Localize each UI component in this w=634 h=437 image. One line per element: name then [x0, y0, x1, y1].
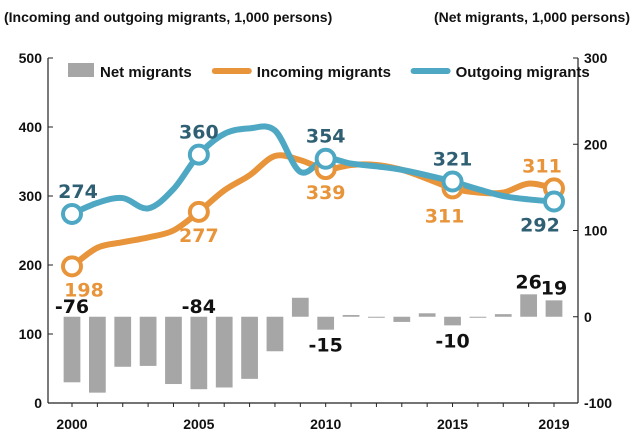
data-label: 311 [425, 205, 465, 227]
net-migrant-bar [291, 297, 309, 317]
right-tick-label: 200 [584, 136, 608, 152]
net-migrant-bar [317, 316, 335, 330]
right-tick-label: 100 [584, 223, 608, 239]
net-migrant-bar [63, 316, 81, 383]
x-tick-label: 2019 [538, 416, 569, 432]
outgoing-migrants-legend-label: Outgoing migrants [456, 64, 590, 81]
data-label: 198 [64, 279, 104, 301]
incoming-migrants-legend-label: Incoming migrants [257, 64, 391, 81]
x-tick-label: 2000 [56, 416, 87, 432]
left-tick-label: 400 [19, 119, 43, 135]
data-label: -10 [435, 330, 469, 352]
data-label: 19 [541, 277, 567, 299]
net-migrant-bar [469, 316, 487, 318]
data-label: -15 [309, 335, 343, 357]
incoming-migrants-marker [187, 200, 210, 223]
data-label: 311 [522, 155, 562, 177]
outgoing-migrants-marker [61, 202, 83, 225]
net-migrant-bar [241, 316, 258, 379]
right-tick-label: -100 [584, 395, 612, 411]
left-axis-title: (Incoming and outgoing migrants, 1,000 p… [4, 9, 332, 25]
outgoing-migrants-marker [314, 147, 337, 170]
data-label: 354 [306, 126, 346, 148]
outgoing-migrants-marker [187, 143, 210, 166]
outgoing-migrants-marker [441, 170, 464, 193]
migrant-lines [69, 123, 557, 270]
axes: 0 100 200 300 400 500 -100 0 100 200 300 2000 2005 20… [19, 50, 613, 432]
net-migrant-bar [393, 316, 411, 322]
x-tick-label: 2005 [183, 416, 214, 432]
data-label: 26 [515, 271, 541, 293]
data-label: 360 [179, 122, 219, 144]
net-migrant-bar [494, 314, 512, 317]
net-migrants-legend-swatch [68, 63, 94, 77]
net-migrant-bar [266, 316, 284, 352]
net-migrant-bar [545, 300, 563, 317]
net-migrant-bar [520, 294, 538, 317]
net-migrants-legend-label: Net migrants [100, 64, 192, 81]
data-label: 277 [179, 225, 219, 247]
data-label: 339 [306, 182, 346, 204]
left-tick-label: 300 [19, 188, 43, 204]
left-tick-label: 200 [19, 257, 43, 273]
net-migrant-bar [444, 316, 461, 326]
data-label: -76 [55, 296, 89, 318]
right-axis-title: (Net migrants, 1,000 persons) [434, 9, 630, 25]
net-migrant-bar [114, 316, 132, 367]
right-tick-label: 0 [584, 309, 592, 325]
net-migrant-bar [368, 316, 385, 318]
outgoing-migrants-marker [543, 190, 565, 213]
net-migrant-bar [88, 316, 106, 393]
data-label: 292 [520, 215, 560, 237]
data-label: 274 [58, 181, 98, 203]
data-label: -84 [182, 296, 216, 318]
net-migrant-bars [63, 294, 563, 393]
data-label: 321 [433, 149, 473, 171]
net-migrant-bar [215, 316, 233, 388]
net-migrant-bar [139, 316, 157, 366]
right-tick-label: 300 [584, 50, 608, 66]
left-tick-label: 0 [34, 395, 42, 411]
net-migrant-bar [418, 313, 436, 317]
net-migrant-bar [190, 316, 208, 390]
left-tick-label: 500 [19, 50, 43, 66]
outgoing-migrants-line [69, 123, 557, 217]
legend: Net migrants Incoming migrants Outgoing mi… [68, 63, 590, 81]
net-migrant-bar [165, 316, 182, 385]
incoming-migrants-marker [61, 255, 83, 278]
net-migrant-bar [342, 315, 360, 317]
x-tick-label: 2010 [310, 416, 341, 432]
line-markers [61, 143, 565, 278]
left-tick-label: 100 [19, 326, 43, 342]
x-tick-label: 2015 [437, 416, 468, 432]
